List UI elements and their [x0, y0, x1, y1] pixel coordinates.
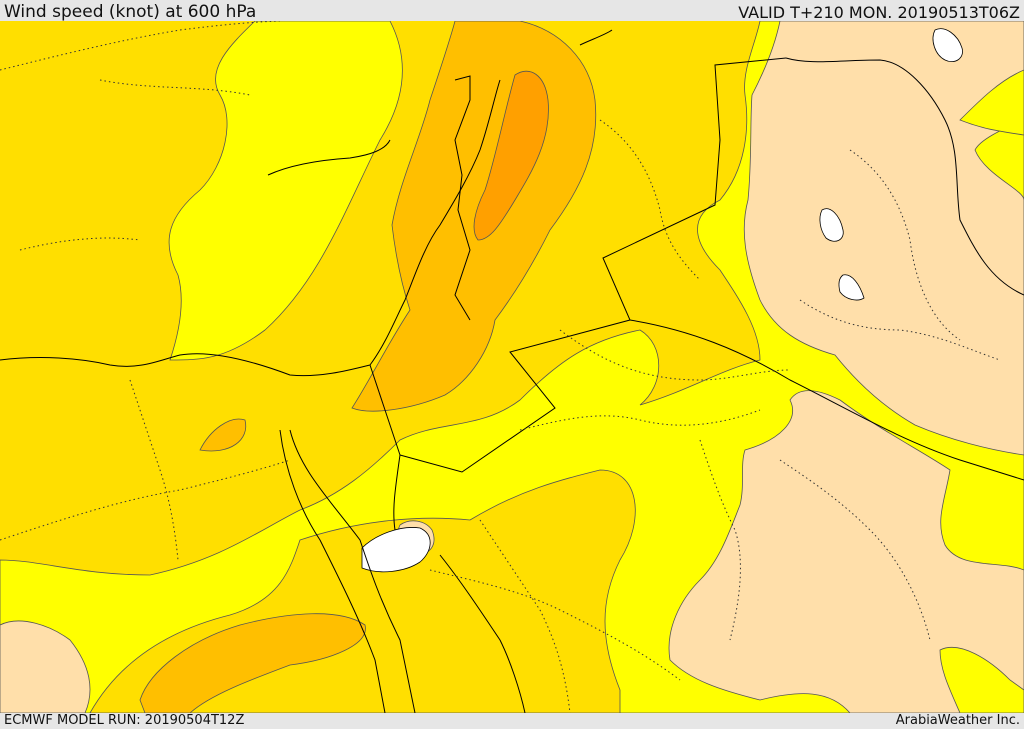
wind-band-below-15-southwest	[0, 620, 91, 713]
model-run-label: ECMWF MODEL RUN: 20190504T12Z	[4, 713, 245, 728]
footer-bar: ECMWF MODEL RUN: 20190504T12Z ArabiaWeat…	[0, 713, 1024, 729]
wind-band-25-30-sinai	[199, 418, 247, 452]
valid-time: VALID T+210 MON. 20190513T06Z	[738, 3, 1020, 22]
weather-map[interactable]	[0, 21, 1024, 713]
wind-band-15-20-southeast-patch	[939, 646, 1024, 713]
lake-east-2	[838, 274, 865, 301]
wind-band-25-30-south	[139, 613, 366, 713]
credit-label: ArabiaWeather Inc.	[895, 713, 1020, 728]
wind-band-15-20-east-strip	[959, 69, 1024, 136]
map-title: Wind speed (knot) at 600 hPa	[4, 2, 257, 22]
wind-band-15-20-west	[168, 21, 403, 361]
wind-band-below-15-southeast	[668, 390, 1024, 713]
lake-east-1	[819, 208, 844, 242]
coastlines	[0, 29, 1024, 713]
lake-east-3	[932, 28, 963, 63]
wind-band-below-15-east	[743, 21, 1024, 456]
header-bar: Wind speed (knot) at 600 hPa VALID T+210…	[0, 0, 1024, 22]
wind-band-30-35-core	[473, 70, 549, 241]
admin-boundaries	[0, 21, 1001, 713]
dead-sea-like-lake	[361, 527, 431, 573]
